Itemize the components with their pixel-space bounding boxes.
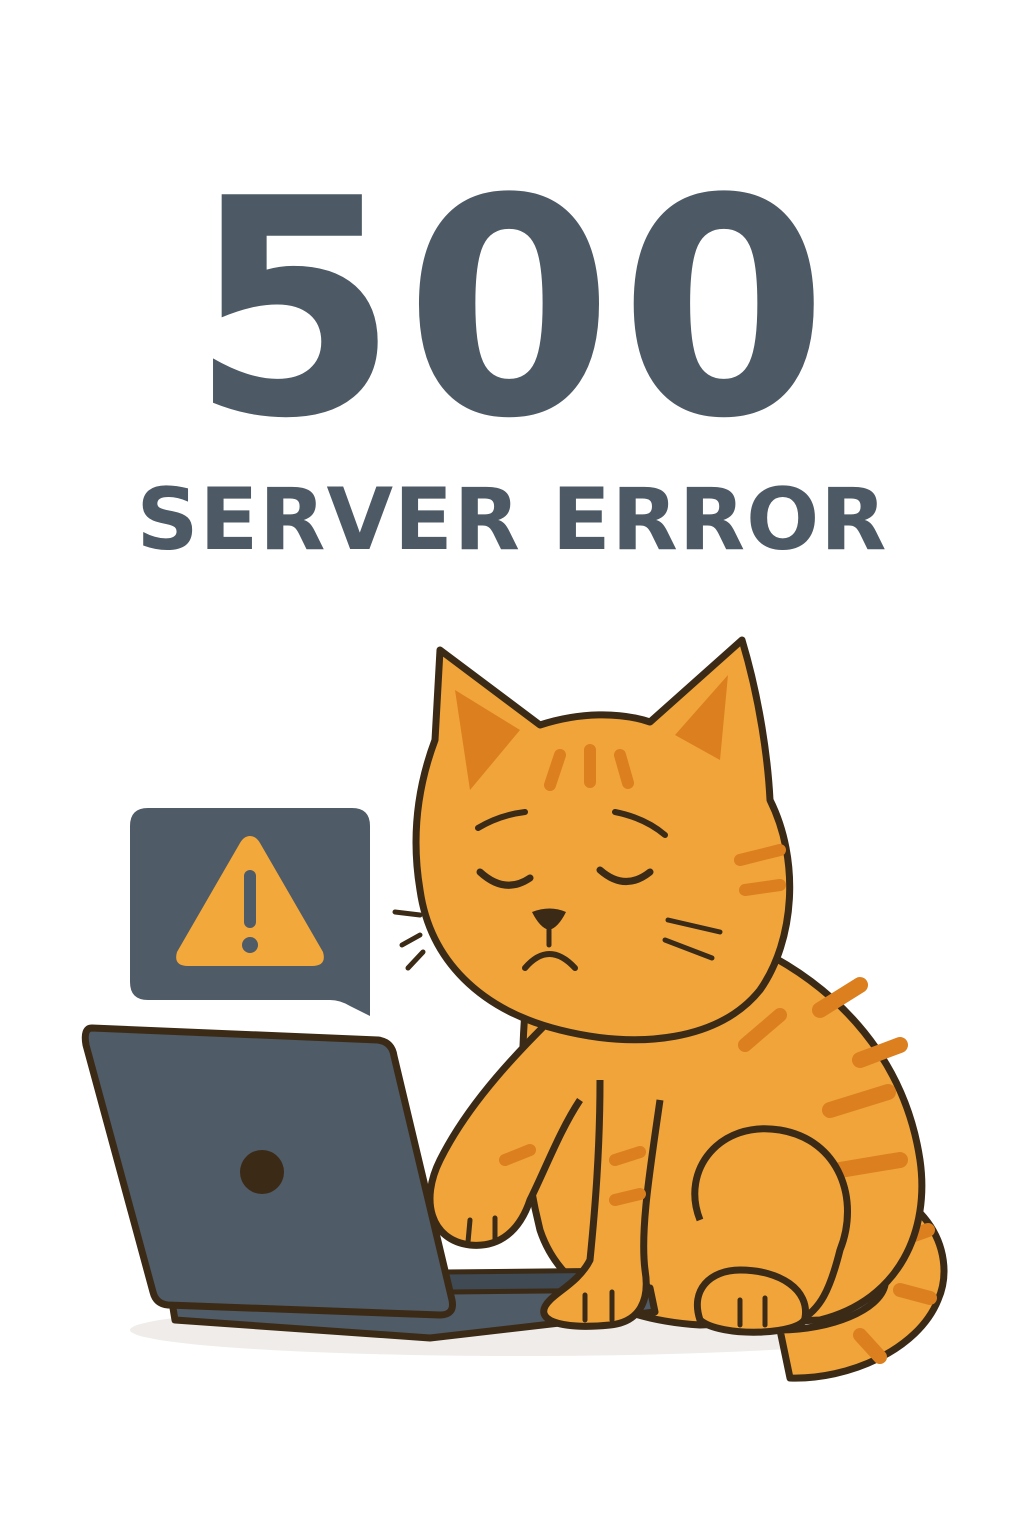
laptop: [81, 1024, 659, 1342]
laptop-logo-icon: [240, 1150, 284, 1194]
error-message: SERVER ERROR: [136, 470, 888, 570]
sad-cat-illustration: [81, 636, 948, 1382]
error-code: 500: [189, 135, 835, 484]
cat-front-legs: [426, 1007, 664, 1330]
cat-back-leg: [691, 1125, 851, 1336]
warning-icon: [176, 836, 324, 966]
warning-bubble: [130, 808, 370, 1016]
cat-head: [392, 636, 794, 1044]
